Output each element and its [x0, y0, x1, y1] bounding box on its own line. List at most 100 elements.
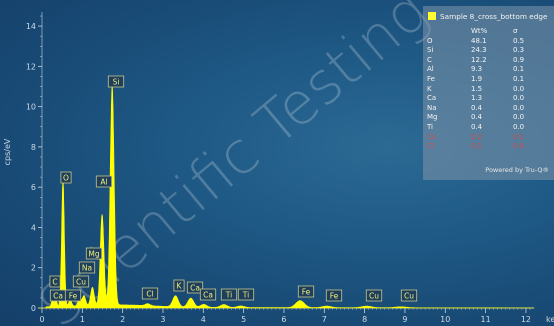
col-sigma: σ: [513, 27, 518, 35]
peak-label-box: [220, 288, 238, 301]
legend-row: C 12.2 0.9: [427, 56, 543, 66]
peak-label-box: [49, 275, 61, 288]
col-wt: Wt%: [471, 27, 488, 35]
peak-label-box: [325, 289, 343, 302]
peak-label: Cl: [141, 287, 159, 300]
peak-label-box: [141, 287, 159, 300]
legend-row: Si 24.3 0.3: [427, 46, 543, 56]
legend-cell-wt: 12.2: [471, 55, 487, 64]
peak-label: C: [49, 275, 61, 288]
legend-cell-wt: 0.2: [471, 132, 483, 141]
peak-label-text: Ti: [225, 291, 232, 300]
legend-row: Ti 0.4 0.0: [427, 123, 543, 133]
y-tick-label: 0: [31, 304, 36, 313]
x-tick-label: 7: [322, 315, 327, 324]
peak-label-box: [85, 247, 103, 260]
peak-label-box: [199, 288, 217, 301]
legend-cell-wt: 0.4: [471, 113, 483, 122]
x-tick-label: 0: [39, 315, 44, 324]
peak-label-box: [60, 171, 72, 184]
y-tick-label: 14: [26, 22, 36, 31]
y-tick-label: 10: [26, 103, 36, 112]
peak-label-box: [365, 289, 383, 302]
peak-label-box: [237, 288, 255, 301]
legend-footer: Powered by Tru-Q®: [485, 166, 549, 175]
peak-label: Ti: [237, 288, 255, 301]
legend-cell-element: Cu: [427, 132, 437, 141]
legend-cell-wt: 24.3: [471, 46, 487, 55]
peak-label: Ti: [220, 288, 238, 301]
legend-cell-wt: 9.3: [471, 65, 483, 74]
x-tick-label: 9: [402, 315, 407, 324]
legend-cell-element: K: [427, 84, 432, 93]
legend-cell-sigma: 0.0: [513, 84, 525, 93]
x-tick-label: 4: [201, 315, 206, 324]
peak-label-text: Ti: [242, 291, 249, 300]
composition-table: Wt% σ O 48.1 0.5 Si 24.3 0.3 C 12.2 0.9 Al 9.3 0.1 F…: [427, 27, 543, 152]
peak-label-box: [95, 175, 113, 188]
legend-cell-sigma: 0.1: [513, 74, 525, 83]
peak-label: Fe: [325, 289, 343, 302]
legend-cell-element: Mg: [427, 113, 438, 122]
legend-cell-sigma: 0.0: [513, 94, 525, 103]
legend-cell-wt: 1.5: [471, 84, 483, 93]
legend-cell-wt: 0.1: [471, 142, 483, 151]
legend-title-text: Sample 8_cross_bottom edge: [440, 12, 548, 21]
legend-row: O 48.1 0.5: [427, 37, 543, 47]
legend-cell-element: Ca: [427, 94, 437, 103]
peak-label: Ca: [186, 281, 204, 294]
legend-row: Al 9.3 0.1: [427, 65, 543, 75]
x-tick-label: 2: [120, 315, 125, 324]
x-tick-label: 6: [281, 315, 286, 324]
peak-label: O: [60, 171, 72, 184]
peak-label: Ca: [49, 289, 67, 302]
y-axis-label: cps/eV: [3, 138, 12, 165]
x-axis-unit-label: keV: [546, 315, 554, 324]
peak-label: Cu: [72, 275, 90, 288]
spectrum-area: [38, 85, 535, 309]
legend-cell-element: C: [427, 55, 432, 64]
peak-label-box: [107, 75, 125, 88]
peak-label-text: O: [63, 174, 69, 183]
x-tick-label: 10: [440, 315, 450, 324]
x-tick-label: 5: [241, 315, 246, 324]
legend-row: Fe 1.9 0.1: [427, 75, 543, 85]
y-tick-label: 6: [31, 183, 36, 192]
legend-row: Cl 0.1 0.0: [427, 142, 543, 152]
peak-label-text: Mg: [88, 250, 99, 259]
peak-label-text: Fe: [302, 288, 311, 297]
legend-cell-sigma: 0.1: [513, 65, 525, 74]
peak-label-box: [64, 289, 82, 302]
legend-row: Mg 0.4 0.0: [427, 113, 543, 123]
y-tick-label: 8: [31, 143, 36, 152]
legend-cell-element: Fe: [427, 74, 435, 83]
spectrum-series: [38, 85, 535, 309]
legend-cell-sigma: 0.0: [513, 113, 525, 122]
peak-label: K: [173, 279, 185, 292]
x-tick-label: 11: [481, 315, 491, 324]
legend-row: Na 0.4 0.0: [427, 104, 543, 114]
x-tick-label: 1: [80, 315, 85, 324]
peak-label: Si: [107, 75, 125, 88]
peak-label-text: Cu: [369, 292, 379, 301]
quantification-legend: Sample 8_cross_bottom edge Wt% σ O 48.1 0.…: [423, 6, 554, 180]
legend-cell-wt: 48.1: [471, 36, 487, 45]
y-tick-label: 12: [26, 62, 36, 71]
y-tick-label: 4: [31, 223, 36, 232]
legend-cell-sigma: 0.0: [513, 103, 525, 112]
peak-label-text: Al: [100, 178, 107, 187]
peak-label-text: Ca: [190, 284, 200, 293]
peak-label-box: [297, 285, 315, 298]
peak-label: Al: [95, 175, 113, 188]
series-swatch: [428, 12, 436, 20]
peak-label-text: Fe: [330, 292, 339, 301]
legend-cell-sigma: 0.5: [513, 36, 525, 45]
legend-row: Ca 1.3 0.0: [427, 94, 543, 104]
peak-label-text: Ca: [203, 291, 213, 300]
x-tick-label: 3: [160, 315, 165, 324]
legend-cell-sigma: 0.3: [513, 46, 525, 55]
legend-cell-element: Cl: [427, 142, 434, 151]
peak-label: Cu: [400, 289, 418, 302]
